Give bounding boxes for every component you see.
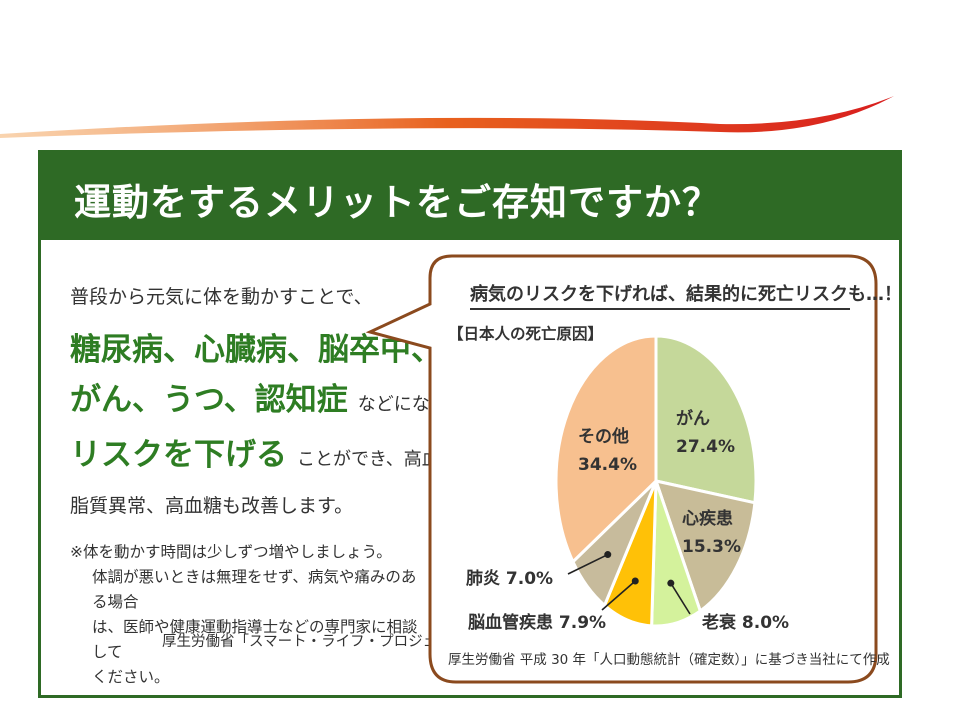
note-line-2: 体調が悪いときは無理をせず、病気や痛みのある場合 xyxy=(92,568,417,611)
diseases-line-2-tail: などになる xyxy=(357,394,448,415)
pie-leader-2 xyxy=(670,582,691,615)
bubble-title: 病気のリスクを下げれば、結果的に死亡リスクも…！ xyxy=(470,280,902,310)
banner-title: 運動をするメリットをご存知ですか？ xyxy=(74,181,720,224)
diseases-line-2: がん、うつ、認知症 などになる xyxy=(70,382,448,418)
note-line-4: ください。 xyxy=(92,668,170,686)
pie-chart: がん 27.4% 心疾患 15.3% その他 34.4% 老衰 8.0% 脳血管疾患 7.9%… xyxy=(466,334,789,633)
exercise-note: ※体を動かす時間は少しずつ増やしましょう。 体調が悪いときは無理をせず、病気や痛… xyxy=(70,540,420,690)
pie-label-3: 脳血管疾患 7.9% xyxy=(468,612,606,633)
pie-label-value-0: 27.4% xyxy=(676,437,735,457)
diseases-line-1: 糖尿病、心臓病、脳卒中、 xyxy=(70,332,442,368)
pie-label-name-5: その他 xyxy=(578,426,629,447)
pie-slice-5 xyxy=(554,334,658,565)
note-line-3: は、医師や健康運動指導士などの専門家に相談して xyxy=(92,618,418,661)
banner: 運動をするメリットをご存知ですか？ xyxy=(38,150,902,240)
header-swoosh xyxy=(0,96,894,138)
pie-label-value-5: 34.4% xyxy=(578,455,637,475)
pie-label-name-1: 心疾患 xyxy=(682,508,733,529)
pie-leader-4 xyxy=(567,553,609,575)
pie-label-4: 肺炎 7.0% xyxy=(466,569,553,589)
pie-leader-3 xyxy=(601,580,636,611)
intro-line: 普段から元気に体を動かすことで、 xyxy=(70,286,373,308)
improve-line: 脂質異常、高血糖も改善します。 xyxy=(70,495,354,517)
left-source: 厚生労働省「スマート・ライフ・プロジェクト」HP xyxy=(162,634,501,650)
pie-label-name-0: がん xyxy=(676,408,710,429)
pie-label-2: 老衰 8.0% xyxy=(701,612,789,633)
pie-slice-1 xyxy=(653,478,757,614)
note-line-1: ※体を動かす時間は少しずつ増やしましょう。 xyxy=(70,543,392,561)
chart-title: 【日本人の死亡原因】 xyxy=(448,325,604,343)
pie-label-value-1: 15.3% xyxy=(682,537,741,557)
chart-source: 厚生労働省 平成 30 年「人口動態統計（確定数）」に基づき当社にて作成 xyxy=(448,652,890,668)
pie-slice-0 xyxy=(654,334,758,505)
